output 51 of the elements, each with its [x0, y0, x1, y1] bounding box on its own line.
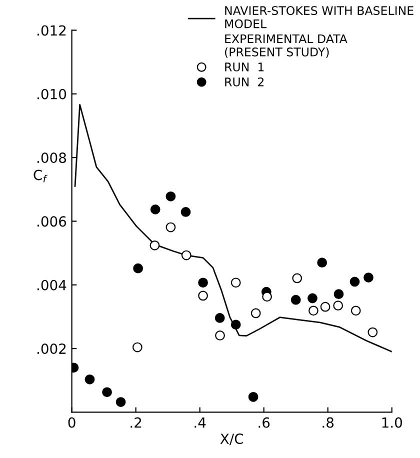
point: [292, 273, 302, 284]
point: [308, 306, 318, 316]
point: [132, 342, 142, 352]
legend-label: RUN 1: [225, 62, 264, 72]
point: [320, 302, 330, 312]
point: [181, 250, 192, 260]
point: [198, 278, 208, 288]
point: [116, 397, 126, 407]
x-tick-label: .8: [322, 417, 334, 428]
y-tick-label: .006: [38, 216, 66, 227]
y-tick-label: .012: [38, 25, 66, 36]
point: [166, 191, 176, 202]
y-tick-label: .008: [38, 152, 66, 164]
x-tick-label: .2: [130, 417, 142, 428]
point: [248, 392, 258, 402]
point: [364, 272, 374, 283]
point: [290, 294, 301, 305]
point: [215, 330, 225, 340]
point: [262, 292, 272, 302]
x-tick-label: .4: [194, 417, 206, 428]
x-axis-title: X/C: [220, 434, 244, 446]
point: [334, 289, 344, 300]
point: [230, 278, 241, 288]
legend-label: RUN 2: [225, 77, 264, 86]
y-tick-label: .002: [38, 344, 66, 354]
line-series: [74, 104, 392, 352]
x-tick-label: .6: [258, 417, 270, 428]
x-tick-label: 1.0: [382, 417, 402, 428]
point: [150, 204, 160, 214]
point: [317, 258, 328, 268]
point: [214, 313, 225, 323]
point: [333, 300, 344, 311]
y-tick-label: .004: [38, 280, 66, 290]
point: [350, 306, 361, 316]
point: [250, 308, 261, 318]
point: [350, 276, 360, 287]
annotation: EXPERIMENTAL DATA (PRESENT STUDY): [225, 34, 348, 58]
point: [368, 327, 378, 338]
point: [180, 207, 191, 217]
point: [230, 320, 241, 330]
point: [166, 222, 176, 232]
point: [84, 374, 95, 384]
point: [102, 387, 112, 398]
point: [133, 263, 144, 274]
y-axis-title: C$_{f}$: [34, 170, 48, 182]
legend-label: NAVIER-STOKES WITH BASELINE MODEL: [225, 6, 414, 28]
point: [150, 240, 160, 250]
point: [198, 290, 208, 301]
y-tick-label: .010: [38, 88, 66, 100]
point: [308, 293, 318, 304]
x-tick-label: 0: [68, 417, 76, 428]
